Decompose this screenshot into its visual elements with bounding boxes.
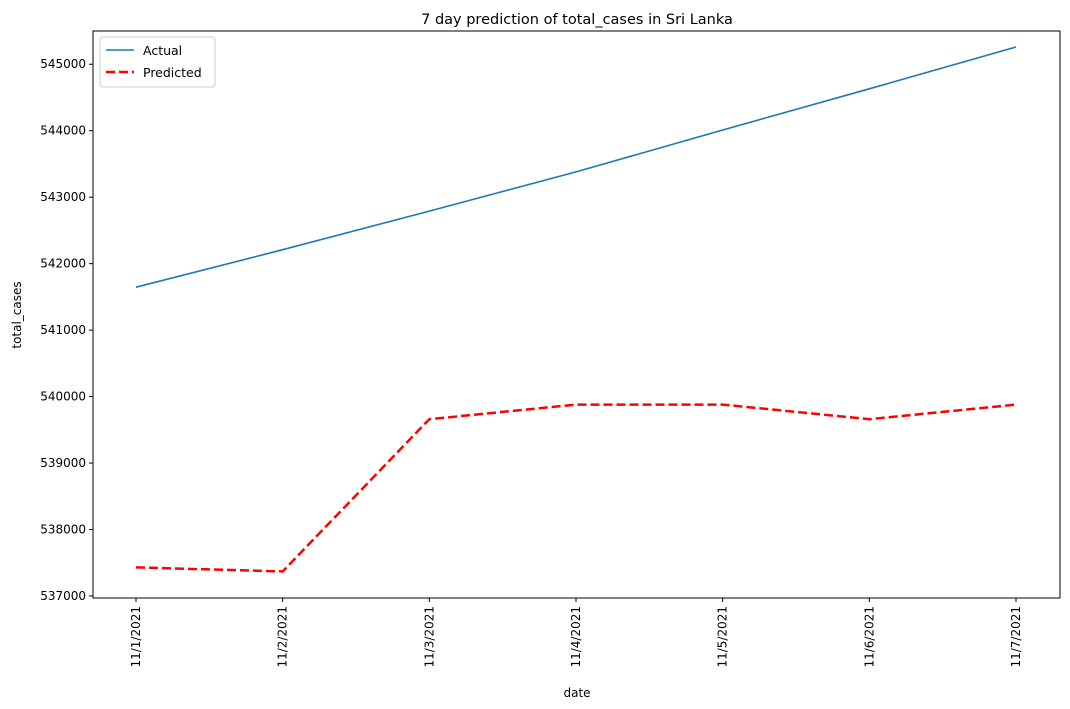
x-tick-label: 11/7/2021 [1009,606,1023,668]
y-axis-label: total_cases [10,281,24,348]
chart-title: 7 day prediction of total_cases in Sri L… [421,12,733,28]
legend-label-predicted: Predicted [143,65,202,80]
legend-label-actual: Actual [143,43,182,58]
y-tick-label: 541000 [40,323,86,337]
y-tick-label: 543000 [40,190,86,204]
y-tick-label: 537000 [40,589,86,603]
x-tick-label: 11/2/2021 [276,606,290,668]
x-tick-label: 11/3/2021 [422,606,436,668]
y-tick-label: 544000 [40,124,86,138]
y-axis: 537000 538000 539000 540000 541000 542000 5430… [40,57,93,603]
y-tick-label: 538000 [40,523,86,537]
series-line-actual [135,46,1017,288]
x-tick-label: 11/6/2021 [862,606,876,668]
y-tick-label: 545000 [40,57,86,71]
y-tick-label: 542000 [40,257,86,271]
legend: Actual Predicted [99,36,216,88]
x-tick-label: 11/5/2021 [716,606,730,668]
y-tick-label: 540000 [40,390,86,404]
x-tick-label: 11/1/2021 [129,606,143,668]
x-tick-label: 11/4/2021 [569,606,583,668]
series-layer [135,46,1017,573]
series-line-predicted [135,403,1017,573]
x-axis-label: date [563,686,590,700]
y-tick-label: 539000 [40,456,86,470]
x-axis: 11/1/2021 11/2/2021 11/3/2021 11/4/2021 11/5… [129,598,1023,668]
